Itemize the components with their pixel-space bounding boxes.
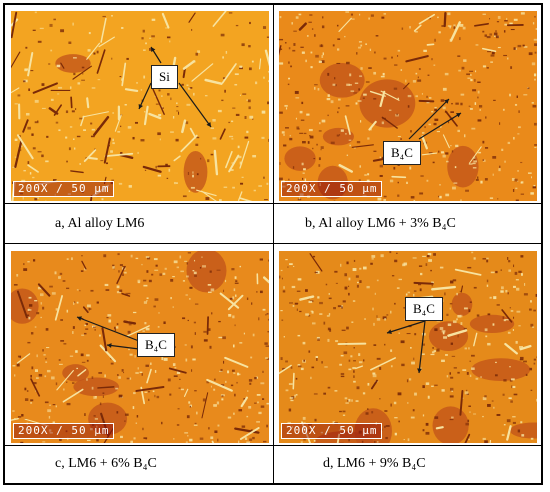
micrograph-panel-b: 200X / 50 µm B₄C <box>279 11 537 201</box>
micrograph-panel-c: 200X / 50 µm B₄C <box>11 251 269 443</box>
phase-label-b4c-d: B₄C <box>405 297 443 321</box>
caption-b: b, Al alloy LM6 + 3% B₄C <box>305 216 456 231</box>
scale-bar-d: 200X / 50 µm <box>281 423 383 439</box>
micrograph-image-a <box>11 11 269 201</box>
phase-label-b4c-b: B₄C <box>383 141 421 165</box>
figure-frame: 200X / 50 µm Si 200X / 50 µm B₄C 200X / … <box>3 3 543 485</box>
phase-label-si: Si <box>151 65 178 89</box>
column-divider <box>273 5 274 483</box>
scale-bar-a: 200X / 50 µm <box>13 181 115 197</box>
caption-a: a, Al alloy LM6 <box>55 216 145 231</box>
micrograph-panel-a: 200X / 50 µm Si <box>11 11 269 201</box>
scale-bar-b: 200X / 50 µm <box>281 181 383 197</box>
micrograph-panel-d: 200X / 50 µm B₄C <box>279 251 537 443</box>
scale-bar-c: 200X / 50 µm <box>13 423 115 439</box>
micrograph-image-d <box>279 251 537 443</box>
phase-label-b4c-c: B₄C <box>137 333 175 357</box>
micrograph-image-c <box>11 251 269 443</box>
caption-c: c, LM6 + 6% B₄C <box>55 456 157 471</box>
micrograph-image-b <box>279 11 537 201</box>
caption-d: d, LM6 + 9% B₄C <box>323 456 426 471</box>
